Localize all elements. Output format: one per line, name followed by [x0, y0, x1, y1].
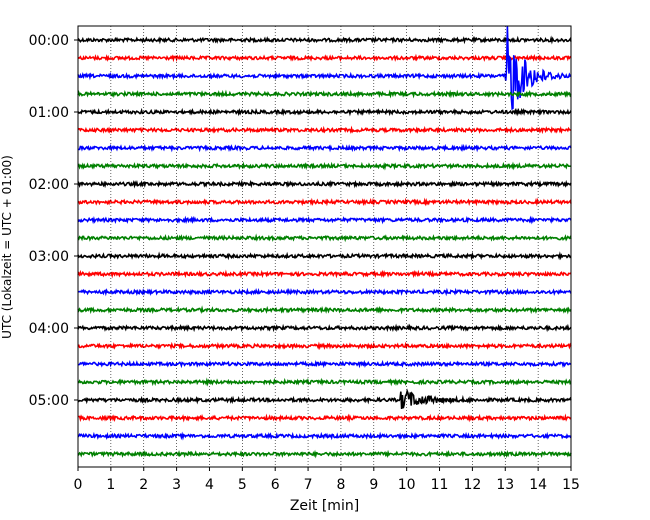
trace-0245 — [77, 233, 572, 243]
trace-0445 — [77, 377, 572, 387]
y-axis: 00:00 01:00 02:00 03:00 04:00 05:00 — [29, 33, 78, 409]
x-tick-label: 9 — [369, 477, 378, 493]
x-tick-label: 3 — [172, 477, 181, 493]
trace-0100 — [77, 107, 572, 117]
trace-0000 — [77, 35, 572, 45]
trace-0315 — [77, 269, 572, 279]
x-tick-label: 7 — [304, 477, 313, 493]
trace-0200 — [77, 179, 572, 189]
trace-0530 — [77, 431, 572, 441]
y-tick-label: 04:00 — [29, 321, 69, 337]
seismic-traces — [77, 26, 572, 459]
y-tick-label: 05:00 — [29, 393, 69, 409]
trace-0045 — [77, 89, 572, 99]
x-tick-label: 11 — [431, 477, 449, 493]
x-axis: 0 1 2 3 4 5 6 7 8 9 10 11 12 13 14 15 — [74, 467, 580, 493]
x-tick-label: 12 — [463, 477, 481, 493]
trace-0230 — [77, 215, 572, 225]
x-tick-label: 0 — [74, 477, 83, 493]
trace-0545 — [77, 449, 572, 459]
trace-0030 — [77, 26, 572, 111]
x-tick-label: 5 — [238, 477, 247, 493]
trace-0300 — [77, 251, 572, 261]
x-tick-label: 13 — [496, 477, 514, 493]
x-tick-label: 1 — [106, 477, 115, 493]
y-tick-label: 02:00 — [29, 177, 69, 193]
trace-0330 — [77, 287, 572, 297]
trace-0130 — [77, 143, 572, 153]
trace-0515 — [77, 413, 572, 423]
y-tick-label: 03:00 — [29, 249, 69, 265]
x-tick-label: 15 — [562, 477, 580, 493]
trace-0430 — [77, 359, 572, 369]
trace-0215 — [77, 197, 572, 207]
y-tick-label: 00:00 — [29, 33, 69, 49]
x-tick-label: 14 — [529, 477, 547, 493]
trace-0115 — [77, 125, 572, 135]
plot-frame — [77, 25, 572, 468]
x-tick-label: 8 — [336, 477, 345, 493]
x-axis-label: Zeit [min] — [290, 498, 359, 514]
y-tick-label: 01:00 — [29, 105, 69, 121]
x-tick-label: 2 — [139, 477, 148, 493]
y-axis-label: UTC (Lokalzeit = UTC + 01:00) — [0, 155, 14, 339]
x-tick-label: 6 — [271, 477, 280, 493]
trace-0015 — [77, 53, 572, 63]
x-tick-label: 4 — [205, 477, 214, 493]
trace-0415 — [77, 341, 572, 351]
trace-0500 — [77, 388, 572, 410]
x-tick-label: 10 — [398, 477, 416, 493]
trace-0400 — [77, 323, 572, 333]
trace-0145 — [77, 161, 572, 171]
trace-0345 — [77, 305, 572, 315]
